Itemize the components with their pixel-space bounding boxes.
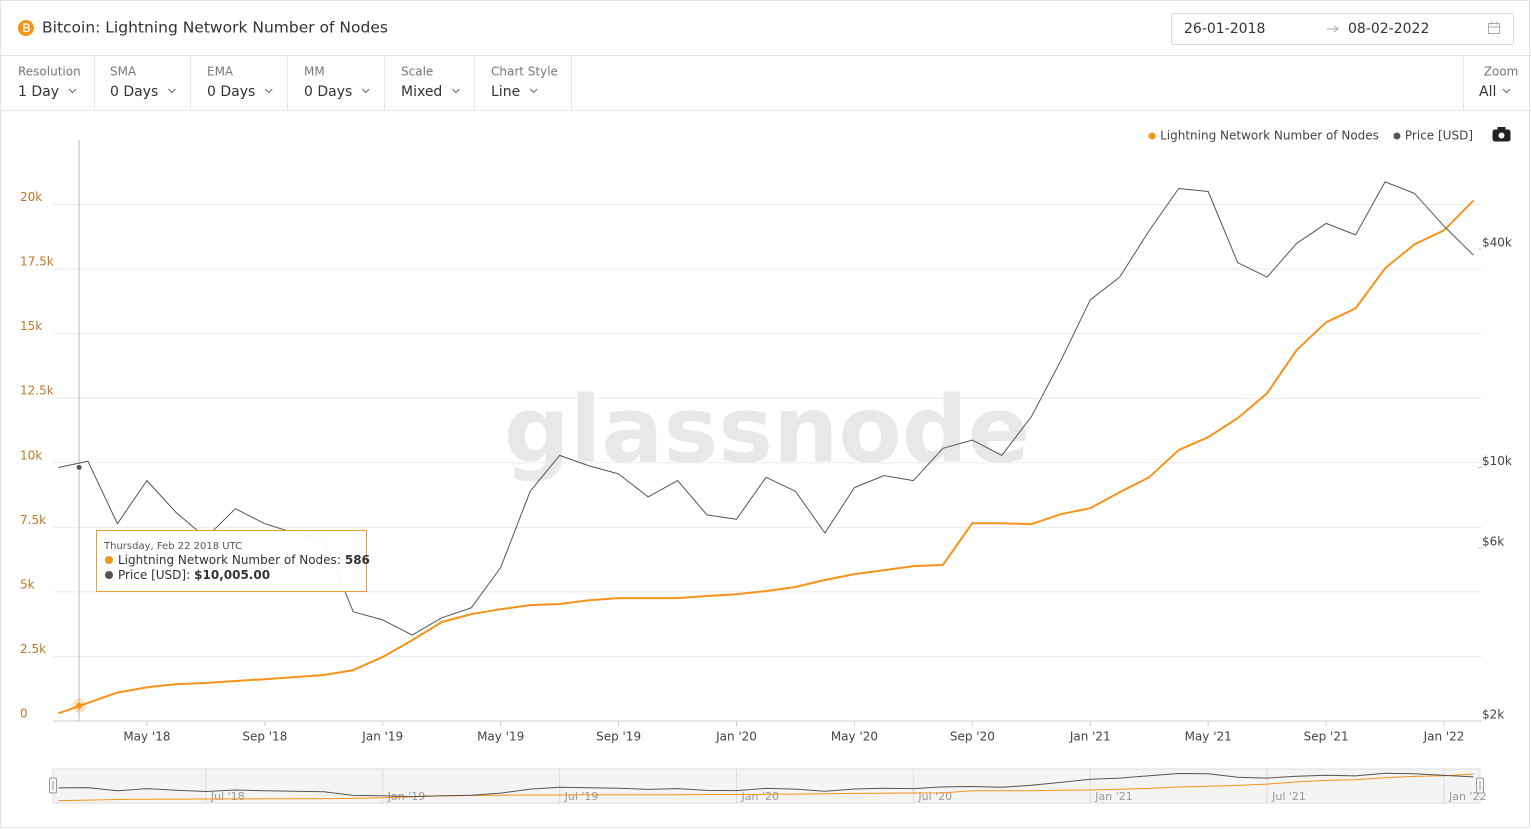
chevron (451, 88, 460, 94)
date-to[interactable]: 08-02-2022 (1348, 21, 1429, 37)
x-tick-label: Sep '19 (596, 730, 641, 744)
navigator-line (58, 773, 1474, 802)
zoom-chevron (1502, 88, 1511, 94)
chevron (529, 88, 538, 94)
control-label: Resolution (18, 65, 81, 79)
navigator-tick-label: Jul '19 (564, 790, 599, 803)
chevron (361, 88, 370, 94)
watermark: glassnode (504, 376, 1030, 483)
navigator-tick-label: Jul '20 (917, 790, 952, 803)
tooltip-item: Price [USD]: $10,005.00 (118, 568, 270, 582)
y-tick-label: 15k (20, 319, 42, 333)
controls-bar: Resolution 1 Day SMA 0 Days EMA 0 Days MM 0 Day… (18, 56, 572, 110)
date-from[interactable]: 26-01-2018 (1184, 21, 1265, 37)
x-tick-label: Sep '20 (950, 730, 995, 744)
tooltip-title: Thursday, Feb 22 2018 UTC (103, 541, 242, 552)
tooltip-value: $10,005.00 (194, 568, 270, 582)
zoom-value[interactable]: All (1479, 84, 1496, 100)
tooltip-label: Price [USD]: (118, 568, 190, 582)
x-tick-label: Jan '19 (361, 730, 403, 744)
zoom-label: Zoom (1484, 65, 1519, 79)
y-tick-label: 2.5k (20, 642, 46, 656)
control-label: EMA (207, 65, 234, 79)
chart: glassnode 0 2.5k 5k 7.5k 10k 12.5k 15k 17.5k 20k $… (20, 129, 1512, 804)
legend-label[interactable]: Lightning Network Number of Nodes (1160, 129, 1379, 143)
control-value[interactable]: 1 Day (18, 84, 59, 100)
control-value[interactable]: 0 Days (207, 84, 255, 100)
y-tick-label: 7.5k (20, 513, 46, 527)
control-value[interactable]: 0 Days (110, 84, 158, 100)
control-label: MM (304, 65, 325, 79)
tooltip-label: Lightning Network Number of Nodes: (118, 553, 341, 567)
x-tick-label: May '18 (123, 730, 170, 744)
tooltip-value: 586 (345, 553, 370, 567)
x-tick-label: Sep '21 (1304, 730, 1349, 744)
navigator-tick-label: Jan '21 (1094, 790, 1132, 803)
tooltip-box (96, 530, 367, 592)
chevron (167, 88, 176, 94)
x-tick-label: Jan '20 (715, 730, 757, 744)
x-tick-label: May '20 (831, 730, 878, 744)
tooltip-marker (105, 556, 113, 564)
y2-tick-label: $6k (1482, 534, 1504, 548)
navigator (52, 768, 1481, 804)
x-tick-label: Sep '18 (242, 730, 287, 744)
y2-tick-label: $40k (1482, 236, 1512, 250)
legend-marker (1393, 132, 1401, 140)
control-label: Chart Style (491, 65, 558, 79)
control-value[interactable]: Mixed (401, 84, 442, 100)
series-line (58, 199, 1475, 715)
control-value[interactable]: Line (491, 84, 520, 100)
navigator-tick-label: Jul '21 (1271, 790, 1306, 803)
legend-marker (1148, 132, 1156, 140)
navigator-tick-label: Jul '18 (210, 790, 245, 803)
navigator-line (58, 772, 1474, 798)
y2-tick-label: $2k (1482, 708, 1504, 722)
y-tick-label: 20k (20, 190, 42, 204)
y-tick-label: 17.5k (20, 255, 54, 269)
y2-tick-label: $10k (1482, 454, 1512, 468)
range-arrow (1327, 25, 1339, 33)
camera-icon[interactable] (1492, 127, 1511, 142)
control-value[interactable]: 0 Days (304, 84, 352, 100)
chevron (264, 88, 273, 94)
x-tick-label: May '21 (1185, 730, 1232, 744)
navigator-tick-label: Jan '20 (741, 790, 779, 803)
chevron (68, 88, 77, 94)
x-tick-label: Jan '21 (1069, 730, 1111, 744)
y-tick-label: 12.5k (20, 384, 54, 398)
control-label: Scale (401, 65, 433, 79)
tooltip-point (76, 702, 83, 709)
date-range-picker[interactable] (1171, 13, 1514, 45)
control-label: SMA (110, 65, 137, 79)
y-tick-label: 10k (20, 448, 42, 462)
x-tick-label: Jan '22 (1423, 730, 1465, 744)
y-tick-label: 0 (20, 707, 28, 721)
bitcoin-glyph (23, 23, 31, 33)
tooltip-item: Lightning Network Number of Nodes: 586 (118, 553, 370, 567)
legend-label[interactable]: Price [USD] (1405, 129, 1473, 143)
y-tick-label: 5k (20, 577, 35, 591)
tooltip-marker (105, 571, 113, 579)
tooltip-point (75, 463, 83, 471)
x-tick-label: May '19 (477, 730, 524, 744)
page-title: Bitcoin: Lightning Network Number of Nod… (42, 19, 388, 37)
calendar-icon[interactable] (1488, 21, 1500, 34)
